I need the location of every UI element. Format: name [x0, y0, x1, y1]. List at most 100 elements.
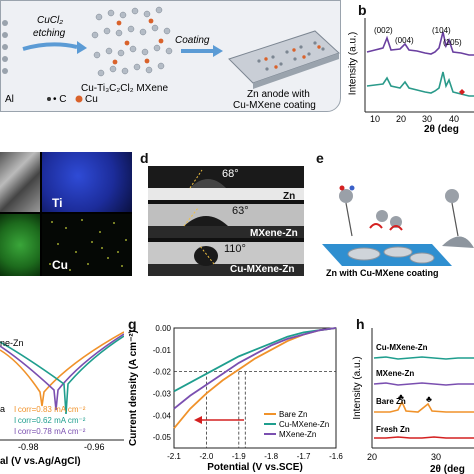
g-xtick-label: -2.1: [167, 452, 181, 461]
panel-g-chart: 0.00 -0.01 -0.02 -0.03 -0.04 -0.05 -2.1 -2.0 -1…: [128, 324, 343, 473]
anode-label-1: Zn anode with: [247, 89, 310, 100]
g-legend-mx: MXene-Zn: [279, 430, 316, 439]
panel-f-tafel: [0, 331, 124, 441]
panel-b-letter: b: [358, 2, 367, 18]
f-legend-partial: ne-Zn: [0, 338, 24, 348]
panel-a-schematic: [2, 6, 340, 103]
panel-b-xrd: [364, 18, 474, 113]
f-xlabel: al (V vs.Ag/AgCl): [0, 456, 81, 467]
f-icorr-2: I corr=0.62 mA cm⁻²: [14, 416, 86, 425]
step2-label: Coating: [175, 35, 210, 46]
g-ytick-label: -0.04: [153, 411, 172, 420]
g-ytick-label: -0.03: [153, 389, 172, 398]
g-xtick-label: -1.7: [297, 452, 311, 461]
g-frame: [173, 327, 337, 449]
b-peak-104: (104): [432, 26, 451, 35]
drop-zn: [148, 166, 304, 200]
h-marker-1: ♣: [398, 392, 404, 402]
f-legend-a: a: [0, 404, 6, 414]
label-zn: Zn: [283, 191, 296, 202]
f-curve-purple: [0, 333, 124, 411]
droplet-images: [148, 166, 304, 276]
h-ylabel: Intensity (a.u.): [352, 356, 363, 419]
al-ion-dots: [2, 20, 8, 74]
b-peak-105: (105): [443, 38, 462, 47]
panel-e-letter: e: [316, 150, 324, 166]
mxene-flakes: [91, 6, 173, 77]
h-label-bare: Bare Zn: [376, 397, 406, 406]
g-ylabel: Current density (A cm⁻²): [128, 330, 139, 446]
etching-arrow: [22, 41, 87, 54]
h-curve-cu: [373, 356, 474, 360]
panel-d-letter: d: [140, 150, 149, 166]
h-label-fresh: Fresh Zn: [376, 425, 410, 434]
anode-label-2: Cu-MXene coating: [233, 100, 316, 111]
legend-c: • C: [53, 94, 67, 105]
b-peak-002: (002): [374, 26, 393, 35]
b-tick-10: 10: [370, 114, 381, 124]
panel-h-chart: ♣ ♣ Cu-MXene-Zn MXene-Zn Bare Zn Fresh Z…: [352, 328, 474, 474]
g-xticks: -2.1 -2.0 -1.9 -1.8 -1.7 -1.6: [167, 452, 343, 461]
zn-anode-plate: [228, 30, 340, 89]
g-xlabel: Potential (V vs.SCE): [207, 462, 303, 473]
angle-63: 63°: [232, 205, 249, 217]
b-tick-30: 30: [422, 114, 433, 124]
f-curve-orange: [0, 331, 124, 407]
b-ylabel: Intensity (a.u.): [347, 31, 359, 96]
h-curve-fresh: [374, 436, 474, 439]
label-mxene-zn: MXene-Zn: [250, 228, 298, 239]
panel-e-schematic: [322, 185, 474, 266]
step1b-label: etching: [33, 28, 66, 39]
g-legend-bare: Bare Zn: [279, 410, 307, 419]
g-xtick-label: -1.6: [329, 452, 343, 461]
b-xlabel: 2θ (deg: [424, 124, 459, 135]
f-tick-098: -0.98: [18, 442, 39, 452]
g-xtick-label: -2.0: [200, 452, 214, 461]
c-legend-dot: [47, 97, 51, 101]
e-deposits: [347, 246, 435, 264]
b-marker-icon: [459, 89, 465, 95]
b-curve-bottom: [366, 71, 474, 97]
g-series-cu: [173, 327, 337, 393]
g-arrow: [194, 416, 244, 424]
b-peak-004: (004): [395, 36, 414, 45]
cu-map-dots: [49, 219, 127, 271]
sem-image: [0, 152, 40, 212]
panel-c-maps: [0, 152, 132, 276]
panel-d-images: [148, 166, 304, 276]
angle-68: 68°: [222, 168, 239, 180]
f-icorr-1: I corr=0.83 mA cm⁻²: [14, 405, 86, 414]
g-legend: Bare Zn Cu-MXene-Zn MXene-Zn: [264, 410, 329, 439]
f-icorr-3: I corr=0.78 mA cm⁻²: [14, 427, 86, 436]
b-tick-20: 20: [396, 114, 407, 124]
e-ions: [339, 185, 403, 237]
g-ytick-label: 0.00: [155, 324, 171, 333]
g-yticks: 0.00 -0.01 -0.02 -0.03 -0.04 -0.05: [153, 324, 172, 442]
c-map: [0, 214, 40, 276]
h-curve-mx: [373, 382, 474, 386]
h-label-cu: Cu-MXene-Zn: [376, 343, 428, 352]
ti-map-label: Ti: [52, 196, 63, 210]
angle-110: 110°: [224, 243, 246, 255]
drop-cu-mxene: [148, 242, 304, 276]
e-partial-panel: [442, 189, 474, 248]
step1-label: CuCl₂: [37, 15, 64, 26]
cu-map: [42, 214, 132, 276]
h-marker-2: ♣: [426, 394, 432, 404]
cu-map-label: Cu: [52, 258, 68, 272]
g-series-mx: [173, 327, 337, 410]
h-label-mx: MXene-Zn: [376, 369, 414, 378]
drop-mxene: [148, 204, 304, 238]
g-series: [173, 327, 337, 429]
ti-map: [42, 152, 132, 212]
label-cu-mxene-zn: Cu-MXene-Zn: [230, 264, 295, 275]
g-ytick-label: -0.05: [153, 433, 172, 442]
h-xlabel: 2θ (deg: [430, 464, 465, 474]
mxene-label: Cu-Ti₃C₂Cl₂ MXene: [81, 83, 169, 94]
b-curve-top: [366, 31, 474, 56]
g-xtick-label: -1.9: [232, 452, 246, 461]
g-xtick-label: -1.8: [264, 452, 278, 461]
f-tick-096: -0.96: [84, 442, 105, 452]
panel-g-letter: g: [128, 316, 137, 332]
h-tick-30: 30: [431, 452, 441, 462]
